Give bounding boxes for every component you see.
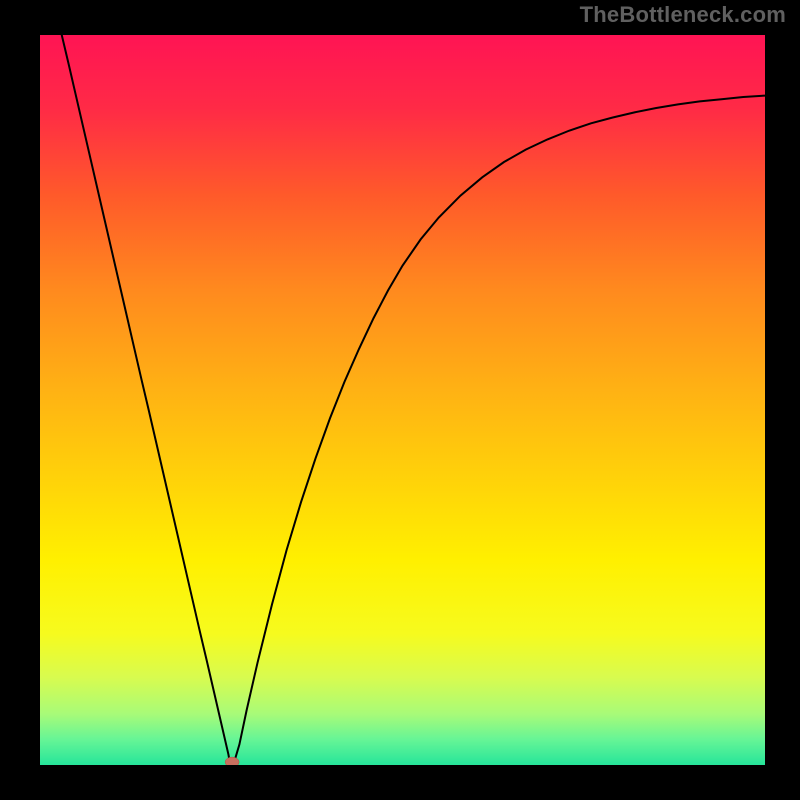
plot-area <box>40 35 765 765</box>
watermark-text: TheBottleneck.com <box>580 2 786 28</box>
optimal-point-marker <box>225 757 239 765</box>
bottleneck-chart <box>40 35 765 765</box>
chart-background <box>40 35 765 765</box>
chart-frame: TheBottleneck.com <box>0 0 800 800</box>
